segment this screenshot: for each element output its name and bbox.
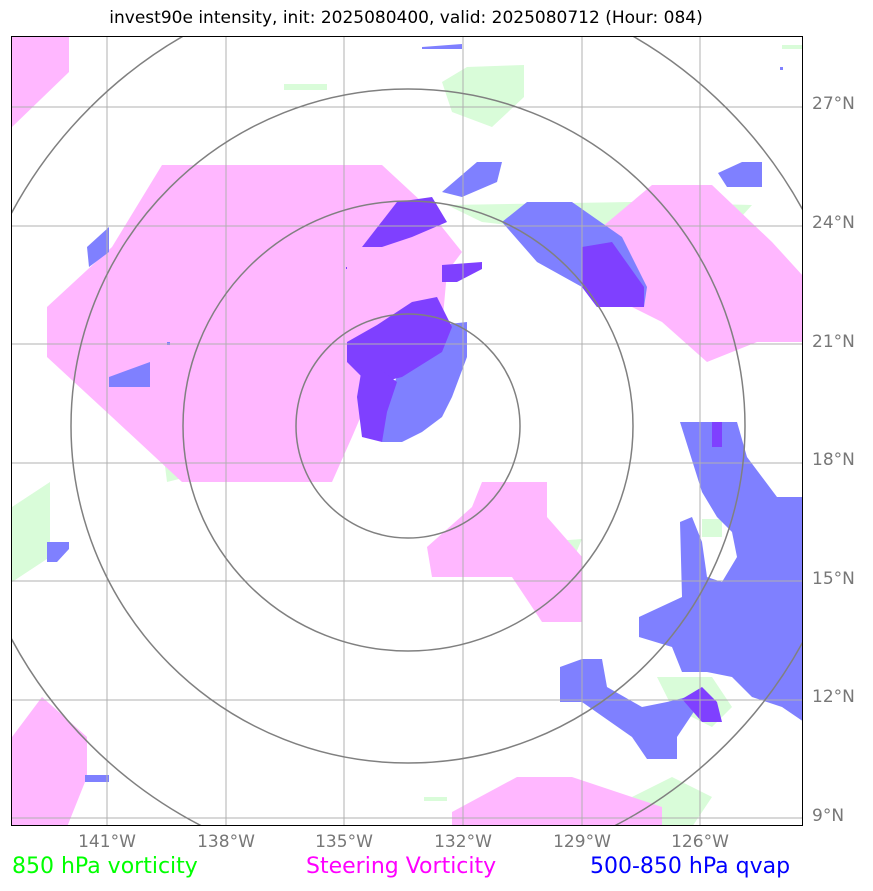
overlap-layer <box>346 197 722 722</box>
lat-lon-grid <box>12 37 802 825</box>
chart-title: invest90e intensity, init: 2025080400, v… <box>109 8 703 28</box>
lat-label-9n: 9°N <box>812 806 845 826</box>
map-panel <box>11 36 803 826</box>
lon-label-141w: 141°W <box>78 832 136 852</box>
lon-label-129w: 129°W <box>553 832 611 852</box>
lat-label-21n: 21°N <box>812 332 855 352</box>
legend-qvap: 500-850 hPa qvap <box>590 854 791 879</box>
legend-850-vorticity: 850 hPa vorticity <box>12 854 198 879</box>
lon-label-126w: 126°W <box>671 832 729 852</box>
lon-label-138w: 138°W <box>197 832 255 852</box>
map-canvas <box>12 37 802 825</box>
lat-label-12n: 12°N <box>812 687 855 707</box>
lat-label-18n: 18°N <box>812 450 855 470</box>
lat-label-24n: 24°N <box>812 213 855 233</box>
lon-label-132w: 132°W <box>434 832 492 852</box>
range-rings <box>12 37 802 825</box>
lat-label-27n: 27°N <box>812 94 855 114</box>
lat-label-15n: 15°N <box>812 569 855 589</box>
legend-steering-vorticity: Steering Vorticity <box>306 854 497 879</box>
lon-label-135w: 135°W <box>315 832 373 852</box>
